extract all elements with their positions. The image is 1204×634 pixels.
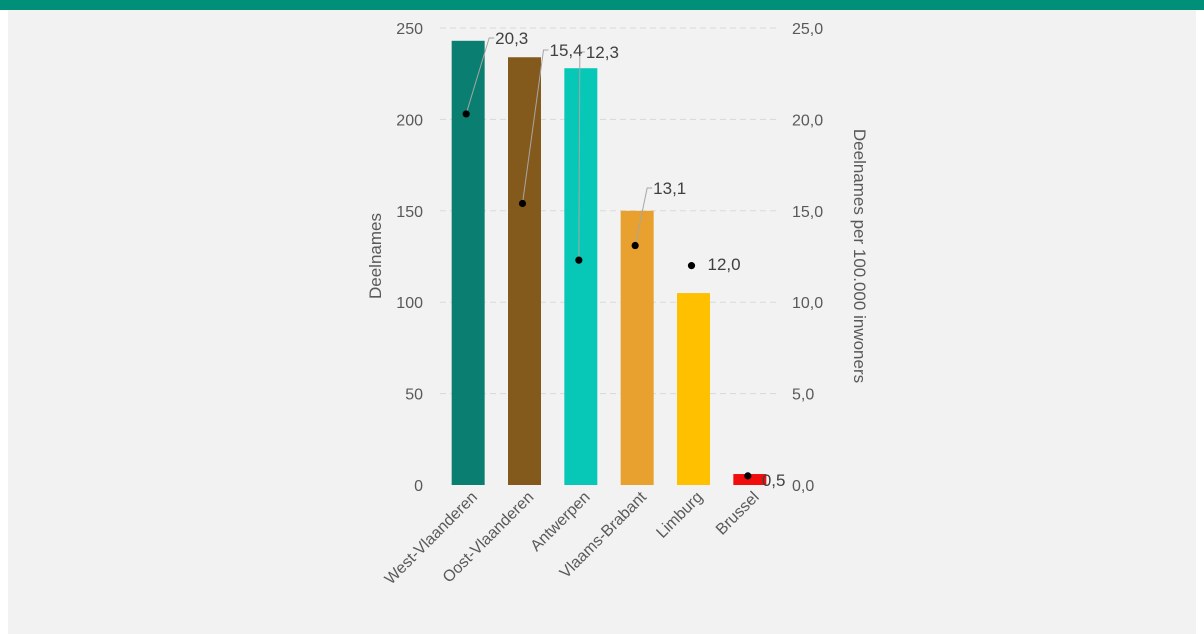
marker-oost-vlaanderen (518, 199, 527, 208)
y-tick-label: 250 (396, 21, 423, 38)
y-tick-label: 100 (396, 295, 423, 312)
y2-tick-label: 25,0 (792, 21, 823, 38)
marker-antwerpen (575, 256, 583, 264)
markers (462, 110, 752, 480)
marker-limburg (687, 262, 696, 270)
data-label: 13,1 (653, 179, 686, 198)
x-tick-label: West-Vlaanderen (382, 489, 481, 588)
y2-tick-label: 20,0 (792, 112, 823, 129)
y-tick-label: 200 (396, 112, 423, 129)
header-bar (0, 0, 1204, 10)
data-label: 15,4 (550, 41, 583, 60)
x-tick-label: Limburg (653, 489, 706, 542)
x-tick-label: Brussel (713, 489, 763, 539)
marker-brussel (744, 472, 752, 480)
leader-line (634, 187, 653, 246)
data-labels: 20,3 15,4 12,3 13,1 12,0 0,5 (495, 29, 785, 490)
y2-tick-label: 5,0 (792, 387, 814, 404)
leader-line (465, 37, 495, 115)
bars (451, 40, 767, 486)
y-tick-label: 150 (396, 204, 423, 221)
leader-line (578, 51, 585, 261)
y-tick-label: 0 (414, 478, 423, 495)
y2-tick-label: 10,0 (792, 295, 823, 312)
y2-tick-label: 0,0 (792, 478, 814, 495)
marker-west-vlaanderen (462, 110, 470, 118)
data-label: 12,3 (586, 43, 619, 62)
y-tick-label: 50 (405, 387, 423, 404)
bar-antwerpen (564, 68, 598, 485)
data-label: 0,5 (762, 471, 786, 490)
bar-oost-vlaanderen (508, 57, 541, 486)
bar-limburg (677, 293, 710, 485)
category-axis-labels: West-VlaanderenOost-VlaanderenAntwerpenV… (382, 488, 763, 588)
left-axis-ticks: 0 50 100 150 200 250 (396, 21, 423, 495)
data-label: 20,3 (495, 29, 528, 48)
y2-axis-title: Deelnames per 100.000 inwoners (850, 129, 869, 383)
leader-line (522, 49, 549, 204)
y2-tick-label: 15,0 (792, 204, 823, 221)
bar-brussel (733, 474, 767, 485)
right-axis-ticks: 0,0 5,0 10,0 15,0 20,0 25,0 (792, 21, 823, 495)
bar-vlaams-brabant (620, 210, 654, 486)
gridlines (440, 27, 778, 395)
data-label: 12,0 (708, 255, 741, 274)
label-leaders (465, 37, 653, 261)
marker-vlaams-brabant (631, 241, 639, 250)
y-axis-title: Deelnames (366, 213, 385, 299)
